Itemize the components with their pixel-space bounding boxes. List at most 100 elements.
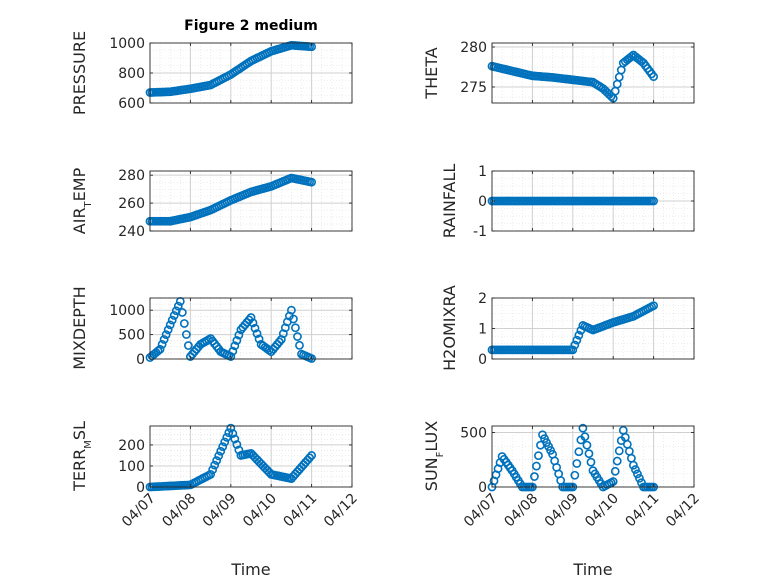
data-point	[234, 330, 244, 340]
y-tick-label: 0	[478, 480, 487, 496]
data-point	[220, 437, 230, 447]
data-point	[584, 449, 594, 459]
x-tick-label: 04/11	[281, 491, 321, 531]
ylabel-terr-msl: TERRMSL	[70, 421, 94, 492]
data-point	[307, 177, 316, 187]
data-point	[570, 470, 580, 480]
marker-series	[487, 301, 658, 355]
data-point	[582, 440, 592, 450]
data-point	[224, 428, 234, 438]
data-point	[649, 72, 658, 81]
data-point	[228, 346, 238, 356]
x-tick-label: 04/10	[582, 491, 622, 531]
data-point	[629, 460, 638, 470]
data-point	[570, 340, 580, 350]
data-point	[254, 334, 264, 344]
y-tick-label: 240	[118, 224, 145, 240]
x-tick-label: 04/08	[159, 491, 199, 531]
x-tick-label: 04/10	[240, 491, 280, 531]
data-point	[532, 461, 541, 471]
y-tick-label: 2	[478, 291, 487, 307]
data-point	[157, 339, 167, 349]
data-point	[153, 346, 163, 356]
y-tick-label: 500	[118, 328, 145, 344]
data-point	[169, 311, 179, 320]
y-tick-label: 0	[136, 352, 145, 368]
xlabel-left: Time	[230, 560, 270, 579]
subplot-air-temp: AIRTEMP 240 260 280	[70, 167, 353, 240]
data-point	[614, 446, 624, 456]
data-point	[295, 340, 304, 350]
data-point	[173, 301, 183, 311]
subplot-h2omixra: H2OMIXRA 0 1 2	[440, 285, 695, 371]
data-point	[622, 439, 632, 449]
data-point	[572, 335, 582, 345]
ylabel-pressure: PRESSURE	[70, 31, 89, 115]
data-point	[586, 457, 596, 467]
y-tick-label: 800	[118, 66, 145, 82]
grid	[150, 426, 352, 487]
marker-series	[487, 196, 658, 206]
y-tick-label: 280	[460, 40, 487, 56]
marker-series	[145, 173, 316, 226]
data-point	[568, 345, 578, 355]
x-tick-label: 04/07	[461, 491, 501, 531]
data-point	[635, 473, 644, 483]
data-point	[307, 354, 316, 363]
data-point	[291, 323, 300, 333]
y-tick-label: 1000	[109, 303, 145, 319]
y-tick-label: 1	[478, 164, 487, 180]
data-point	[226, 352, 236, 361]
data-point	[230, 341, 240, 351]
data-point	[286, 305, 296, 315]
x-tick-label: 04/08	[501, 491, 541, 531]
plot-area	[491, 42, 695, 104]
data-point	[232, 440, 242, 449]
y-tick-label: 0	[478, 194, 487, 210]
data-point	[155, 344, 165, 354]
data-point	[252, 329, 262, 339]
data-point	[248, 318, 258, 328]
data-point	[232, 336, 242, 345]
data-point	[226, 423, 236, 433]
data-point	[246, 313, 256, 322]
x-tick-label: 04/12	[321, 491, 361, 531]
data-point	[216, 446, 226, 456]
figure-title: Figure 2 medium	[184, 18, 318, 34]
data-point	[307, 451, 316, 460]
data-point	[649, 301, 658, 311]
data-point	[612, 456, 622, 466]
data-point	[578, 423, 588, 433]
data-point	[626, 52, 636, 61]
data-point	[530, 472, 539, 481]
data-point	[616, 65, 626, 75]
y-tick-label: 275	[460, 80, 487, 96]
data-point	[214, 451, 224, 461]
x-tick-label: 04/12	[663, 491, 703, 531]
data-point	[177, 308, 187, 317]
y-tick-label: 100	[118, 459, 145, 475]
data-point	[218, 442, 228, 452]
data-point	[183, 341, 193, 350]
y-tick-label: 1000	[109, 36, 145, 52]
data-point	[633, 469, 642, 479]
data-point	[210, 460, 220, 470]
x-tick-label: 04/09	[542, 491, 582, 531]
data-point	[228, 429, 238, 438]
x-tick-label: 04/11	[623, 491, 663, 531]
data-point	[580, 432, 590, 442]
data-point	[631, 465, 640, 474]
data-point	[165, 320, 175, 330]
data-point	[222, 432, 232, 442]
ylabel-air-temp: AIRTEMP	[70, 167, 94, 234]
data-point	[274, 337, 284, 347]
subplot-mixdepth: MIXDEPTH 0 500 1000	[70, 286, 353, 370]
y-tick-label: 200	[118, 438, 145, 454]
y-tick-label: 600	[118, 96, 145, 112]
subplot-terr-msl: TERRMSL 0 100 200 04/07 04/08 04/09 04/10 04/11 0…	[70, 421, 361, 530]
ylabel-mixdepth: MIXDEPTH	[70, 286, 89, 369]
y-tick-label: 500	[460, 426, 487, 442]
subplot-sun-flux: SUNFLUX 0 500 04/07 04/08 04/09 04/10 04/11 04/1…	[422, 421, 703, 531]
plot-area	[149, 425, 353, 488]
plot-area	[491, 425, 695, 488]
